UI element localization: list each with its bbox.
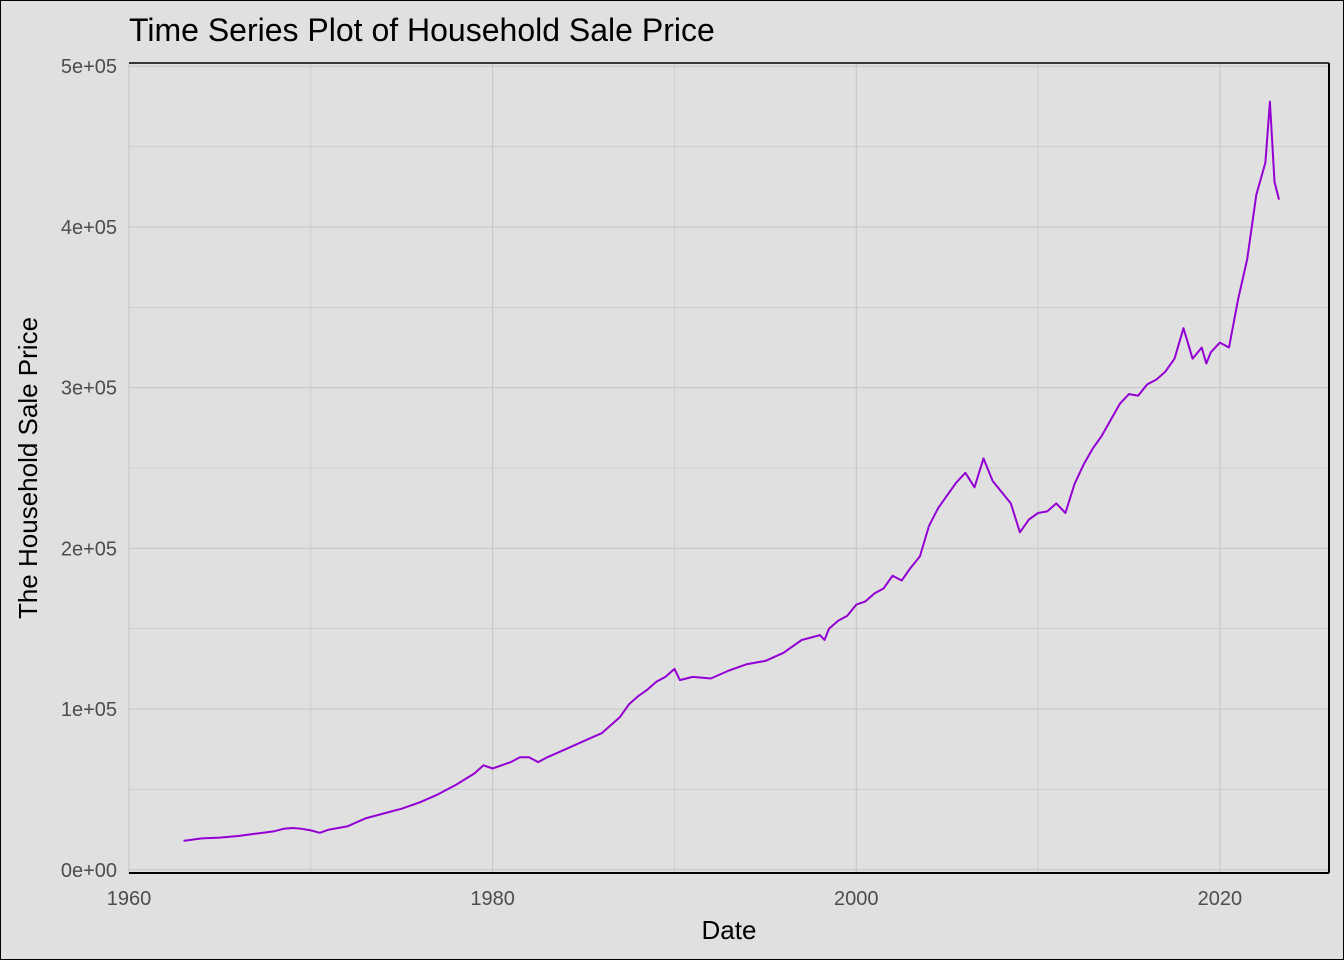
x-tick-label: 2020 <box>1198 888 1243 910</box>
y-tick-label: 1e+05 <box>61 699 117 721</box>
y-tick-label: 0e+00 <box>61 860 117 882</box>
y-axis-tick-labels: 0e+00 1e+05 2e+05 3e+05 4e+05 5e+05 <box>61 56 117 882</box>
y-tick-label: 5e+05 <box>61 56 117 78</box>
x-tick-label: 2000 <box>834 888 879 910</box>
x-axis-tick-labels: 1960 1980 2000 2020 <box>107 888 1242 910</box>
chart-title: Time Series Plot of Household Sale Price <box>129 12 715 48</box>
minor-gridlines <box>129 63 1329 873</box>
y-tick-label: 3e+05 <box>61 378 117 400</box>
major-gridlines <box>128 63 1329 873</box>
x-tick-label: 1960 <box>107 888 152 910</box>
y-tick-label: 4e+05 <box>61 217 117 239</box>
y-tick-label: 2e+05 <box>61 538 117 560</box>
y-axis-title: The Household Sale Price <box>13 317 43 619</box>
x-axis-title: Date <box>702 915 757 945</box>
axes <box>129 62 1330 874</box>
x-tick-label: 1980 <box>470 888 515 910</box>
series-line <box>183 100 1280 842</box>
